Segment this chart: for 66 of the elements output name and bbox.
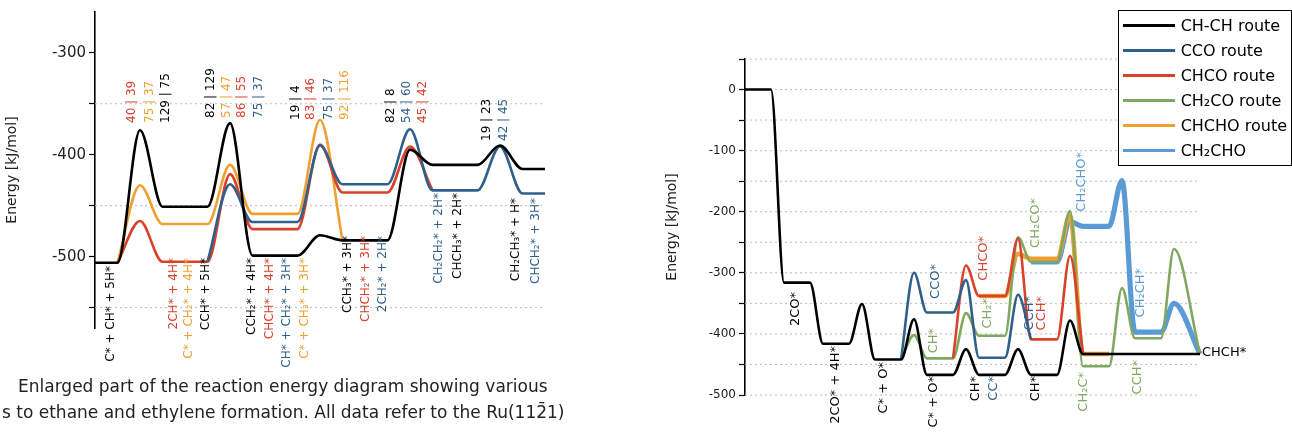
- annotation: 129 | 75: [158, 73, 173, 123]
- annotation: CCH*: [1033, 295, 1049, 331]
- annotation: 2CO* + 4H*: [827, 345, 843, 424]
- annotation: CH* + CH₂* + 3H*: [279, 258, 294, 368]
- annotation: CCO*: [927, 263, 943, 299]
- text: Enlarged part of the reaction energy diagram showing various: [18, 376, 548, 397]
- annotation: C* + CH* + 5H*: [103, 266, 118, 362]
- annotation: C* + O*: [875, 361, 891, 414]
- annotation: CH*: [1027, 375, 1043, 402]
- legend-label: CH₂CHO: [1180, 141, 1247, 160]
- annotation: CCH₂* + 4H*: [244, 258, 259, 335]
- legend-label: CHCHO route: [1180, 116, 1287, 135]
- annotation: CHCO*: [975, 235, 991, 281]
- annotation: CH₂C*: [1075, 371, 1091, 412]
- annotation: 86 | 55: [234, 75, 249, 118]
- y-tick-label: -100: [708, 142, 736, 157]
- annotation: 42 | 45: [496, 98, 511, 141]
- annotation: C* + O*: [925, 375, 941, 428]
- annotation: 75 | 37: [142, 80, 157, 123]
- annotation: CH₂*: [979, 297, 995, 329]
- annotation: CHCH₂* + 3H*: [528, 198, 543, 284]
- annotation: 57 | 47: [219, 75, 234, 118]
- y-tick-label: -500: [51, 246, 86, 265]
- annotation: CHCH* + 4H*: [262, 258, 277, 340]
- annotation: 2CO*: [787, 291, 803, 327]
- annotation: CC*: [985, 375, 1001, 401]
- annotation: 45 | 42: [415, 80, 430, 123]
- y-tick-label: -400: [51, 144, 86, 163]
- annotation: 19 | 23: [479, 98, 494, 141]
- annotation: 19 | 4: [288, 85, 303, 120]
- annotation: CH₂CO*: [1027, 197, 1043, 248]
- annotation: 82 | 8: [383, 88, 398, 123]
- y-axis-title: Energy [kJ/mol]: [663, 173, 680, 281]
- y-axis-title: Energy [kJ/mol]: [3, 116, 20, 224]
- annotation: CHCH₃* + 2H*: [450, 193, 465, 279]
- y-tick-label: -300: [51, 42, 86, 61]
- annotation: 83 | 46: [303, 77, 318, 120]
- legend-label: CCO route: [1180, 41, 1263, 60]
- legend-label: CHCO route: [1180, 66, 1275, 85]
- y-tick-label: -300: [708, 264, 736, 279]
- annotation: CH*: [925, 327, 941, 354]
- annotation: 75 | 37: [321, 77, 336, 120]
- y-tick-label: -500: [708, 387, 736, 402]
- annotation: CH₂CH₂* + 2H*: [431, 193, 446, 284]
- annotation: CH₂CH*: [1132, 267, 1148, 318]
- y-tick-label: 0: [728, 81, 736, 96]
- annotation: 54 | 60: [399, 80, 414, 123]
- annotation: CH*: [967, 375, 983, 402]
- annotation: CCH*: [1129, 359, 1145, 395]
- annotation: 82 | 129: [203, 68, 218, 118]
- annotation: CHCH₂* + 3H*: [358, 236, 373, 322]
- annotation: 2CH₂* + 2H*: [375, 236, 390, 313]
- annotation: C* + CH₂* + 4H*: [181, 258, 196, 359]
- annotation: CH₂CH₃* + H*: [508, 198, 523, 282]
- legend-label: CH-CH route: [1180, 16, 1281, 35]
- annotation: 40 | 39: [124, 80, 139, 123]
- text: CHCH*: [1202, 344, 1247, 360]
- y-tick-label: -400: [708, 326, 736, 341]
- annotation: CCH* + 5H*: [198, 258, 213, 331]
- annotation: 92 | 116: [337, 70, 352, 120]
- legend-label: CH₂CO route: [1180, 91, 1282, 110]
- annotation: CH₂CHO*: [1073, 151, 1089, 212]
- text: s to ethane and ethylene formation. All data refer to the Ru(112̄1): [2, 401, 565, 423]
- y-tick-label: -200: [708, 203, 736, 218]
- annotation: C* + CH₃* + 3H*: [297, 258, 312, 359]
- annotation: 75 | 37: [251, 75, 266, 118]
